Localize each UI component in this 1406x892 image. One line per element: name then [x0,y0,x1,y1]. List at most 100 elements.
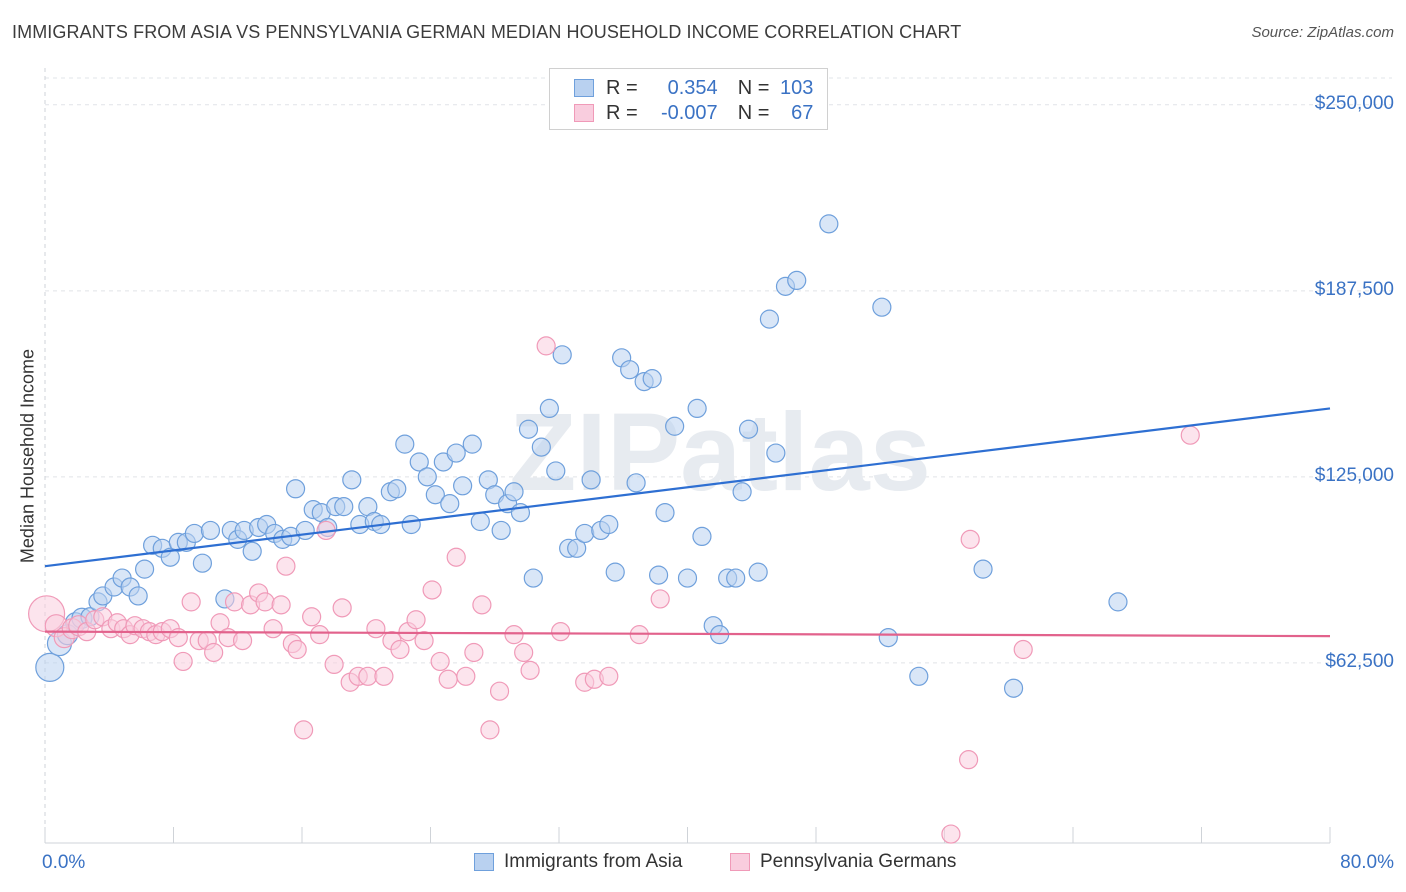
point-asia [766,443,786,463]
point-asia [687,398,707,419]
point-pa-german [438,669,458,689]
chart-title: IMMIGRANTS FROM ASIA VS PENNSYLVANIA GER… [12,22,962,42]
point-asia [748,562,768,582]
point-pa-german [358,666,378,686]
point-pa-german [204,642,224,663]
point-pa-german [480,720,500,740]
point-pa-german [406,610,426,630]
point-pa-german [514,642,534,663]
point-asia [425,485,445,505]
point-asia [552,345,572,365]
point-asia [285,479,306,499]
legend-row-asia: R = 0.354 N = 103 [574,76,813,100]
point-pa-german [1180,425,1200,445]
point-asia [446,443,466,463]
point-asia [605,562,625,582]
point-asia [401,514,421,535]
point-asia [184,523,204,544]
point-asia [395,434,415,454]
chart-source: Source: ZipAtlas.com [1251,24,1394,41]
y-tick-label: $187,500 [1314,278,1394,300]
point-asia [665,416,685,436]
point-asia [872,297,892,317]
legend-r-value: 0.354 [667,76,718,99]
point-pa-german [263,619,283,639]
legend-row-pa-german: R = -0.007 N = 67 [574,101,813,125]
point-asia [787,270,807,291]
gridlines [45,77,1392,664]
point-pa-german [332,598,352,618]
point-pa-german [960,529,980,549]
point-pa-german [294,720,314,740]
point-pa-german [1013,639,1033,660]
point-asia [738,419,759,439]
y-axis-label: Median Household Income [17,348,38,564]
point-pa-german [255,592,275,612]
point-asia [128,586,148,606]
trend-line-asia [44,407,1331,568]
point-asia [200,520,221,541]
point-asia [440,494,460,514]
point-asia [620,360,640,380]
point-asia [648,565,669,585]
legend-n-label: N = [737,76,770,99]
point-pa-german [390,639,410,660]
point-asia [732,482,752,502]
point-pa-german [287,639,307,660]
point-pa-german [536,336,556,356]
point-asia [518,419,539,439]
point-asia [581,470,601,490]
trend-lines [44,407,1331,638]
point-pa-german [276,556,296,576]
legend-swatch-pa-german [730,853,750,871]
point-asia [567,538,587,558]
correlation-legend: R = 0.354 N = 103 R = -0.007 N = 67 [549,68,828,130]
y-tick-label: $125,000 [1314,464,1394,486]
x-axis [44,68,1331,844]
point-asia [655,502,675,523]
trend-line-pa-german [44,630,1331,638]
legend-r-label: R = [606,76,638,99]
data-points [28,214,1200,844]
point-asia [342,470,362,490]
point-asia [759,309,780,329]
y-tick-label: $62,500 [1325,650,1394,672]
point-asia [599,514,619,535]
legend-swatch-asia [574,79,594,97]
point-pa-german [173,651,193,672]
point-pa-german [472,595,492,615]
point-asia [642,369,662,389]
point-pa-german [464,642,484,663]
point-pa-german [302,607,322,627]
point-asia [387,479,407,499]
x-tick-label-left: 0.0% [42,852,86,873]
point-pa-german [271,595,291,615]
point-asia [575,523,595,544]
point-asia [334,497,354,517]
point-pa-german [232,630,253,651]
point-asia [973,559,993,579]
point-asia [417,467,437,487]
point-asia [531,437,551,457]
point-pa-german [224,592,245,612]
point-asia [134,559,155,579]
point-pa-german [456,666,476,686]
point-pa-german [181,592,201,612]
point-asia [692,526,712,547]
point-pa-german [324,654,344,675]
point-asia [726,568,746,588]
watermark: ZIPatlas [509,391,931,514]
bottom-legend-asia: Immigrants from Asia [474,851,682,873]
legend-swatch-asia [474,853,494,871]
point-asia [491,520,511,541]
point-pa-german [958,750,979,770]
point-asia [35,652,65,682]
point-asia [909,666,929,686]
point-asia [409,452,429,472]
point-pa-german [414,630,434,651]
point-asia [523,568,543,588]
point-asia [470,511,490,532]
point-pa-german [489,681,510,701]
point-asia [160,547,180,567]
